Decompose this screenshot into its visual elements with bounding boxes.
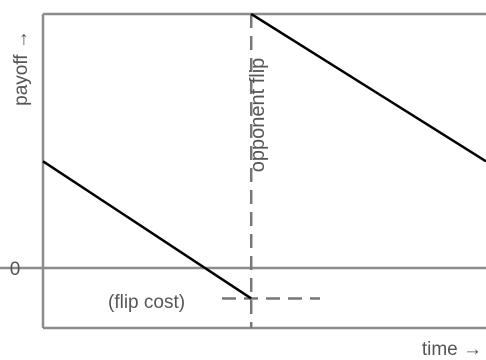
axes-layer bbox=[0, 14, 486, 328]
payoff-line-1-segment-1 bbox=[43, 161, 251, 298]
opponent-flip-label: opponent flip bbox=[247, 58, 269, 173]
y-axis-label: payoff → bbox=[11, 30, 32, 106]
x-axis-label: time → bbox=[422, 339, 482, 360]
flip-cost-label: (flip cost) bbox=[108, 292, 185, 313]
payoff-line-2-segment-1 bbox=[251, 14, 486, 161]
text-layer: payoff → time → 0 (flip cost) opponent f… bbox=[10, 30, 482, 360]
reference-layer bbox=[222, 14, 320, 328]
zero-tick-label: 0 bbox=[10, 259, 21, 280]
